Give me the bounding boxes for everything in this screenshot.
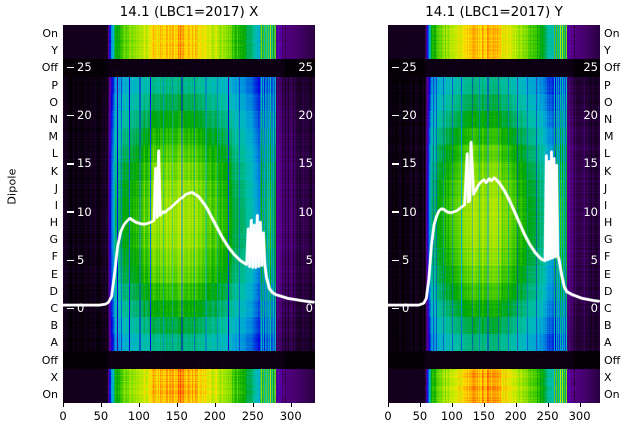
dipole-tick-label: On: [604, 387, 620, 401]
dipole-tick-label: M: [604, 130, 614, 144]
heatmap-image-x: [63, 25, 315, 403]
curve-trace: [63, 149, 315, 306]
dipole-tick-label: On: [42, 27, 58, 41]
dipole-tick-label: Off: [604, 353, 621, 367]
dipole-tick-label: Off: [41, 61, 58, 75]
dipole-axis-left: On Y Off P O N M L K J I H G F E D C B A Off X On: [18, 25, 58, 403]
dipole-tick-label: On: [42, 387, 58, 401]
x-axis-right-panel: 0 50 100 150 200 250 300: [384, 403, 600, 437]
dipole-tick-label: P: [604, 78, 611, 92]
dipole-tick-label: L: [604, 147, 611, 161]
dipole-tick-label: P: [51, 78, 58, 92]
dipole-tick-label: G: [49, 233, 58, 247]
dipole-tick-label: F: [51, 250, 58, 264]
dipole-tick-label: H: [49, 216, 58, 230]
overlay-curve-x: [63, 25, 315, 403]
curve-trace: [63, 149, 315, 307]
dipole-axis-right: On Y Off P O N M L K J I H G F E D C B A Off X On: [604, 25, 640, 403]
heatmap-panel-x[interactable]: 25 25 20 20 15 15 10 10 5 5 0 0: [63, 25, 315, 403]
dipole-tick-label: K: [50, 164, 58, 178]
panel-title-x: 14.1 (LBC1=2017) X: [119, 4, 259, 20]
overlay-curve-y: [388, 25, 600, 403]
dipole-tick-label: N: [49, 113, 58, 126]
dipole-tick-label: O: [604, 95, 613, 109]
heatmap-image-y: [388, 25, 600, 403]
dipole-tick-label: L: [51, 147, 58, 161]
dipole-tick-label: E: [604, 267, 611, 281]
y-axis-label: Dipole: [5, 168, 19, 205]
curve-trace: [63, 149, 315, 307]
curve-trace: [388, 141, 600, 307]
dipole-tick-label: On: [604, 27, 620, 41]
dipole-tick-label: C: [604, 302, 612, 315]
dipole-tick-label: Y: [51, 44, 58, 58]
dipole-tick-label: C: [50, 302, 58, 315]
dipole-tick-label: O: [49, 95, 58, 109]
dipole-tick-label: G: [604, 233, 613, 247]
dipole-tick-label: B: [604, 319, 612, 333]
curve-trace: [63, 150, 314, 307]
dipole-tick-label: H: [604, 216, 613, 230]
dipole-tick-label: X: [50, 370, 58, 384]
dipole-tick-label: J: [54, 181, 58, 195]
dipole-tick-label: X: [604, 370, 612, 384]
dipole-tick-label: K: [604, 164, 612, 178]
dipole-tick-label: Off: [604, 61, 621, 75]
dipole-tick-label: E: [51, 267, 58, 281]
dipole-tick-label: F: [604, 250, 611, 264]
dipole-tick-label: A: [50, 336, 58, 350]
curve-trace: [388, 140, 600, 306]
dipole-tick-label: Y: [604, 44, 611, 58]
dipole-tick-label: B: [50, 319, 58, 333]
dipole-tick-label: J: [604, 181, 608, 195]
curve-trace: [388, 140, 600, 307]
dipole-tick-label: D: [604, 284, 613, 298]
dipole-tick-label: I: [604, 198, 608, 212]
dipole-tick-label: I: [54, 198, 58, 212]
x-axis-left-panel: 0 50 100 150 200 250 300: [59, 403, 315, 437]
dipole-tick-label: Off: [41, 353, 58, 367]
heatmap-panel-y[interactable]: 25 25 20 20 15 15 10 10 5 5 0 0: [388, 25, 600, 403]
dipole-tick-label: N: [604, 113, 613, 126]
dipole-tick-label: D: [49, 284, 58, 298]
panel-title-y: 14.1 (LBC1=2017) Y: [425, 4, 563, 20]
dipole-tick-label: M: [48, 130, 59, 144]
dipole-tick-label: A: [604, 336, 612, 350]
curve-trace: [388, 141, 600, 307]
